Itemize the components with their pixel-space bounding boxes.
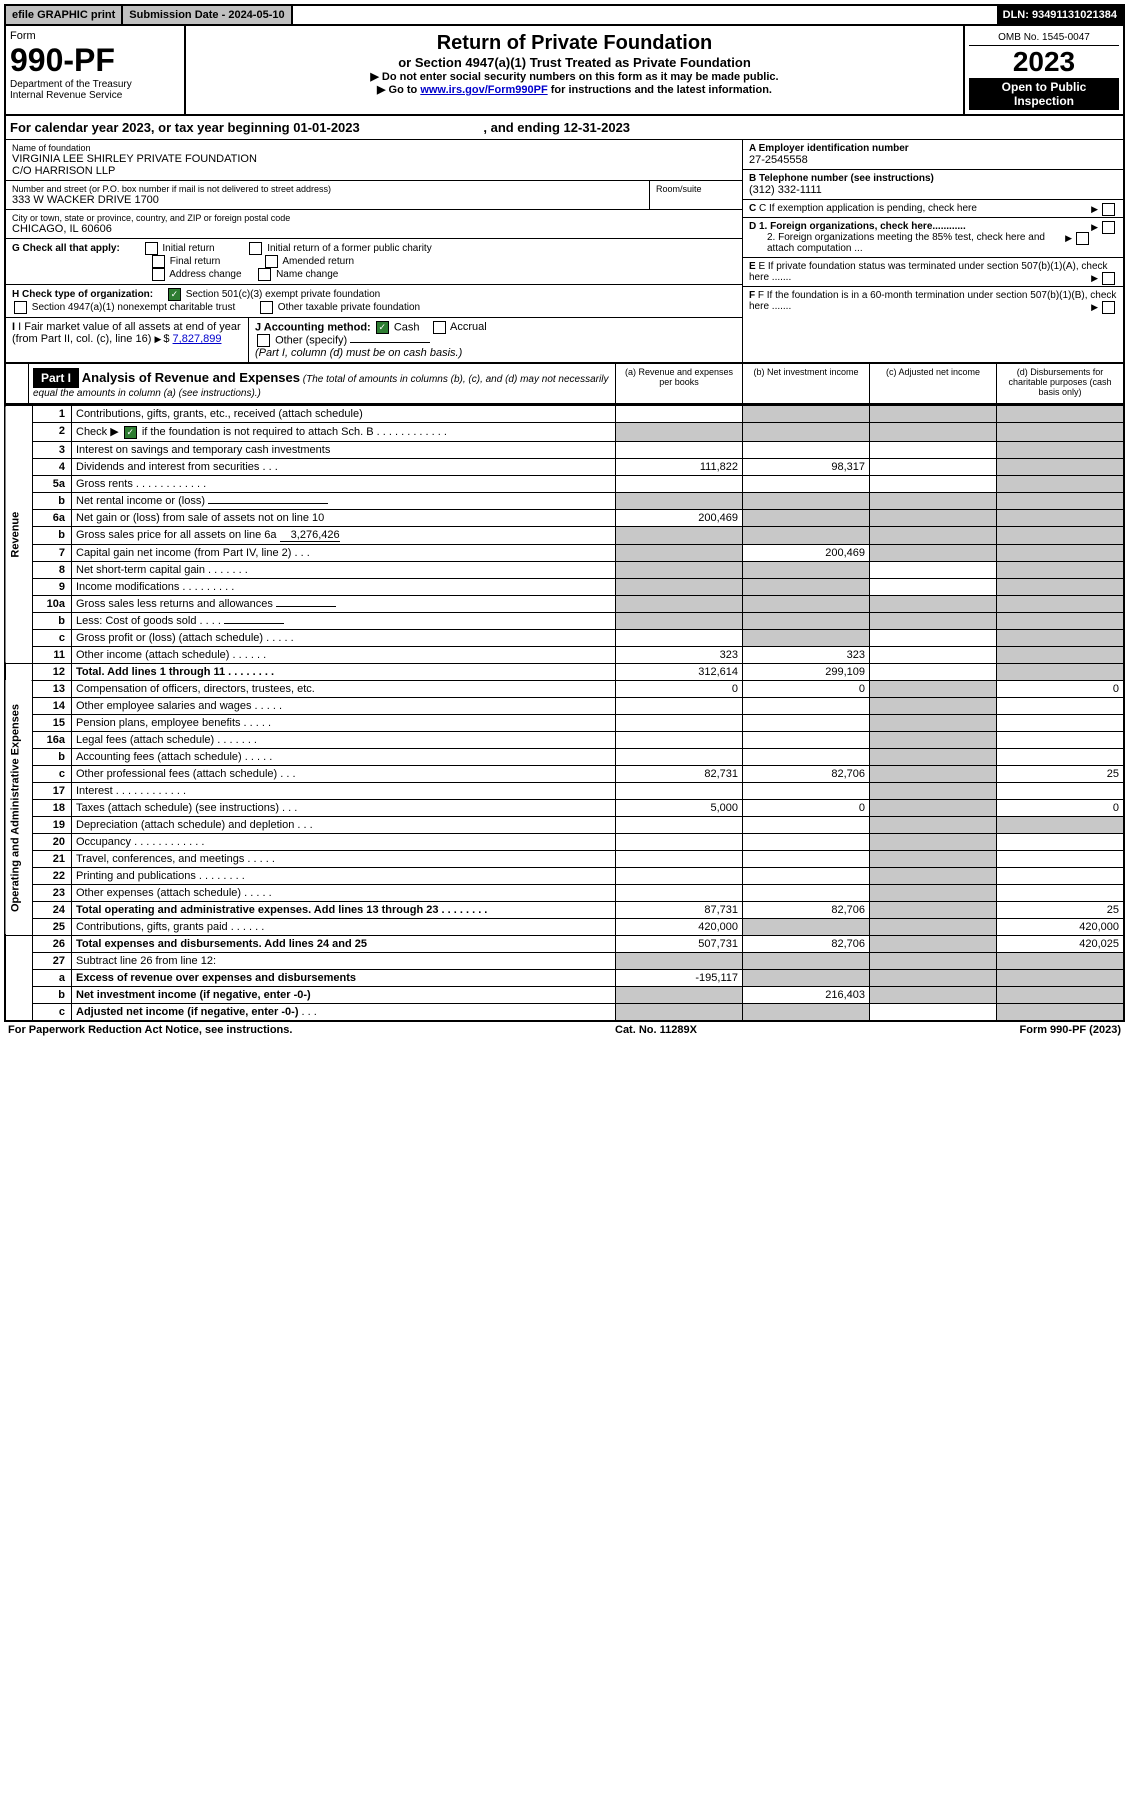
e-cell: E E If private foundation status was ter… [743,258,1123,287]
i-fmv: I I Fair market value of all assets at e… [6,318,249,362]
efile-label[interactable]: efile GRAPHIC print [6,6,123,24]
check-initial[interactable] [145,242,158,255]
form-number: 990-PF [10,42,180,79]
check-accrual[interactable] [433,321,446,334]
f-cell: F F If the foundation is in a 60-month t… [743,287,1123,315]
foundation-name-cell: Name of foundation VIRGINIA LEE SHIRLEY … [6,140,742,181]
col-b-head: (b) Net investment income [742,364,869,403]
check-d2[interactable] [1076,232,1089,245]
phone-cell: B Telephone number (see instructions) (3… [743,170,1123,200]
check-final[interactable] [152,255,165,268]
col-a-head: (a) Revenue and expenses per books [615,364,742,403]
check-initial-former[interactable] [249,242,262,255]
tax-year: 2023 [969,46,1119,78]
check-amended[interactable] [265,255,278,268]
h-checks: H Check type of organization: Section 50… [6,285,742,318]
c-cell: C C If exemption application is pending,… [743,200,1123,218]
omb-number: OMB No. 1545-0047 [969,30,1119,46]
col-d-head: (d) Disbursements for charitable purpose… [996,364,1123,403]
fmv-link[interactable]: 7,827,899 [173,333,222,345]
room-cell: Room/suite [650,181,742,209]
check-d1[interactable] [1102,221,1115,234]
year-box: OMB No. 1545-0047 2023 Open to Public In… [965,26,1123,114]
note-1: ▶ Do not enter social security numbers o… [192,70,957,83]
ein-cell: A Employer identification number 27-2545… [743,140,1123,170]
form-ref: Form 990-PF (2023) [1020,1024,1121,1036]
top-bar: efile GRAPHIC print Submission Date - 20… [4,4,1125,26]
dept-1: Department of the Treasury [10,79,180,90]
part1-header: Part I Analysis of Revenue and Expenses … [4,364,1125,405]
cat-no: Cat. No. 11289X [615,1024,697,1036]
check-other-tax[interactable] [260,301,273,314]
part1-table: Revenue 1Contributions, gifts, grants, e… [4,405,1125,1022]
entity-info: Name of foundation VIRGINIA LEE SHIRLEY … [4,140,1125,364]
check-cash[interactable] [376,321,389,334]
g-checks: G Check all that apply: Initial return I… [6,239,742,285]
city-cell: City or town, state or province, country… [6,210,742,239]
expenses-side-label: Operating and Administrative Expenses [5,680,33,935]
irs-link[interactable]: www.irs.gov/Form990PF [420,84,547,96]
check-4947[interactable] [14,301,27,314]
page-footer: For Paperwork Reduction Act Notice, see … [4,1022,1125,1038]
part1-label: Part I [33,368,79,388]
check-other-method[interactable] [257,334,270,347]
revenue-side-label: Revenue [5,406,33,664]
check-f[interactable] [1102,301,1115,314]
form-title: Return of Private Foundation [192,32,957,55]
form-number-box: Form 990-PF Department of the Treasury I… [6,26,186,114]
col-c-head: (c) Adjusted net income [869,364,996,403]
form-header: Form 990-PF Department of the Treasury I… [4,26,1125,116]
dept-2: Internal Revenue Service [10,90,180,101]
check-c[interactable] [1102,203,1115,216]
check-address[interactable] [152,268,165,281]
note-2: ▶ Go to www.irs.gov/Form990PF for instru… [192,83,957,96]
form-subtitle: or Section 4947(a)(1) Trust Treated as P… [192,55,957,70]
open-inspection: Open to Public Inspection [969,78,1119,110]
check-e[interactable] [1102,272,1115,285]
dln: DLN: 93491131021384 [997,6,1123,24]
title-box: Return of Private Foundation or Section … [186,26,965,114]
submission-date: Submission Date - 2024-05-10 [123,6,292,24]
j-accounting: J Accounting method: Cash Accrual Other … [249,318,742,362]
calendar-year-row: For calendar year 2023, or tax year begi… [4,116,1125,140]
address-cell: Number and street (or P.O. box number if… [6,181,650,209]
paperwork-notice: For Paperwork Reduction Act Notice, see … [8,1024,292,1036]
check-name[interactable] [258,268,271,281]
check-schb[interactable] [124,426,137,439]
check-501c3[interactable] [168,288,181,301]
d-cell: D 1. Foreign organizations, check here..… [743,218,1123,258]
form-word: Form [10,30,180,42]
